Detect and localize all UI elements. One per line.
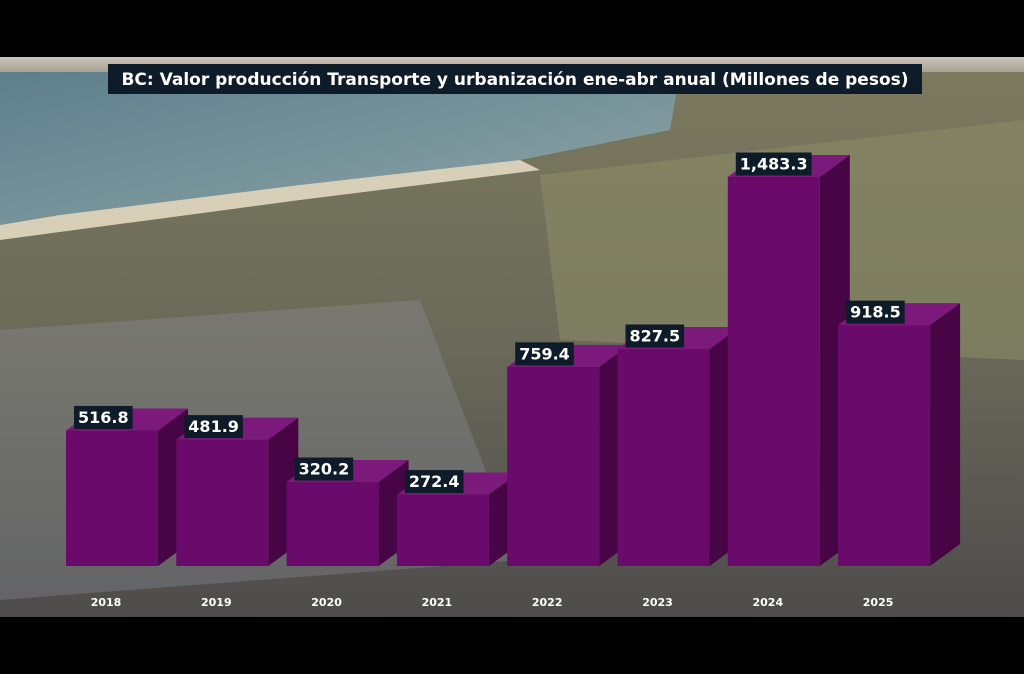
bar: [396, 494, 489, 566]
value-label-box: [846, 300, 905, 324]
value-label: 759.4: [519, 344, 570, 363]
x-tick-label: 2022: [532, 596, 563, 609]
letterbox-top: [0, 0, 1024, 57]
chart-title: BC: Valor producción Transporte y urbani…: [121, 70, 908, 90]
x-tick-label: 2018: [91, 596, 122, 609]
value-label: 1,483.3: [740, 155, 808, 174]
value-label: 918.5: [850, 303, 901, 322]
x-tick-label: 2025: [863, 596, 894, 609]
value-label-box: [735, 152, 812, 176]
value-label-box: [404, 470, 464, 494]
x-tick-label: 2019: [201, 596, 232, 609]
x-tick-label: 2024: [752, 596, 783, 609]
x-tick-label: 2020: [311, 596, 342, 609]
value-label-box: [184, 415, 243, 439]
bar: [838, 325, 931, 566]
value-label-box: [294, 457, 354, 481]
bar: [617, 348, 710, 566]
value-label-box: [74, 405, 133, 429]
bar-side: [930, 303, 961, 566]
title-box: [108, 64, 922, 94]
value-label: 272.4: [409, 472, 460, 491]
value-label-box: [515, 342, 574, 366]
value-label: 320.2: [299, 460, 350, 479]
bar: [507, 366, 600, 566]
bar: [286, 482, 379, 566]
photo-beach: [0, 160, 540, 240]
x-tick-label: 2023: [642, 596, 673, 609]
letterbox-bottom: [0, 617, 1024, 674]
bar: [66, 430, 158, 566]
bar: [727, 177, 820, 566]
x-tick-label: 2021: [422, 596, 453, 609]
bar: [176, 439, 269, 566]
value-label-box: [625, 324, 685, 348]
value-label: 827.5: [630, 326, 681, 345]
photo-sea: [0, 72, 680, 225]
value-label: 481.9: [188, 417, 239, 436]
value-label: 516.8: [78, 408, 129, 427]
